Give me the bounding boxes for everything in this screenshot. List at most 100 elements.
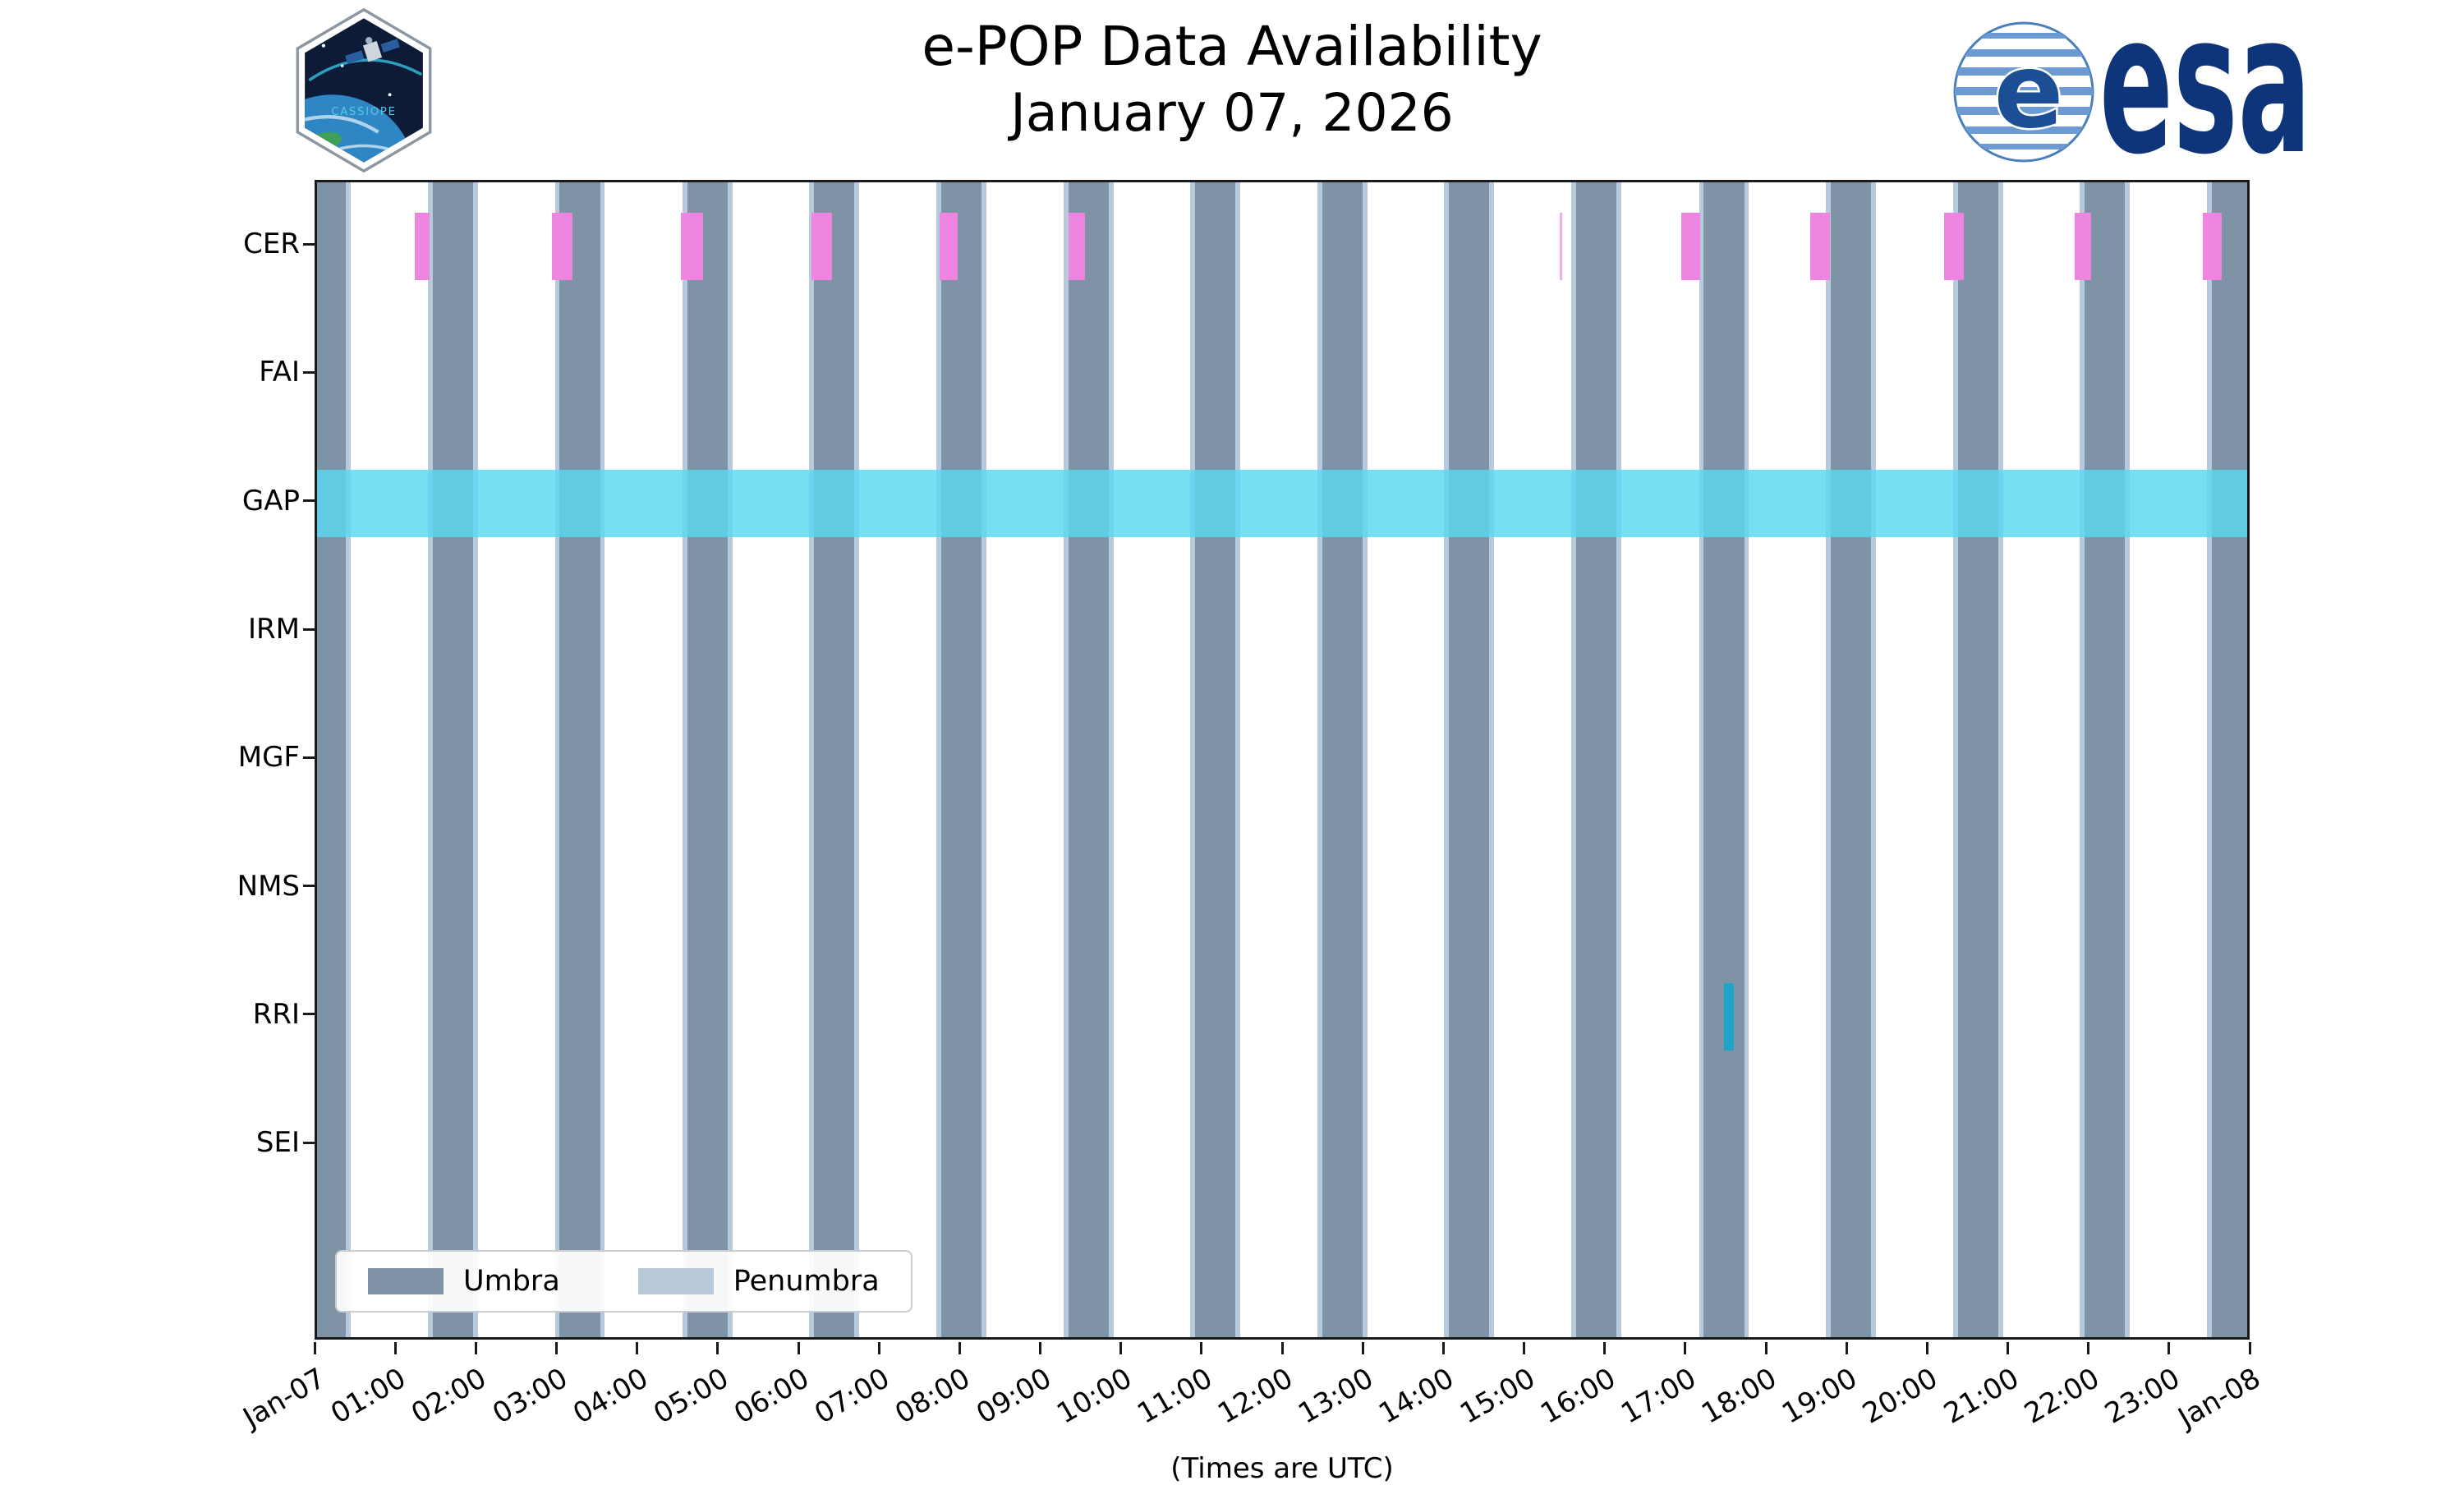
y-axis-labels: CER FAI GAP IRM MGF NMS RRI SEI (74, 180, 300, 1340)
x-tick-label: 21:00 (1938, 1362, 2025, 1431)
y-tick-label-mgf: MGF (237, 741, 300, 775)
cer-availability-bar (939, 213, 958, 281)
y-tick-label-gap: GAP (241, 484, 300, 517)
x-tick-label: 03:00 (486, 1362, 573, 1431)
x-tick-label: 20:00 (1857, 1362, 1944, 1431)
x-tick (1441, 1342, 1445, 1354)
esa-globe-e: e (1994, 32, 2064, 151)
x-tick (1280, 1342, 1284, 1354)
cer-availability-bar (1068, 213, 1085, 281)
umbra-band (1068, 182, 1109, 1337)
x-tick-label: 10:00 (1050, 1362, 1138, 1431)
x-tick (716, 1342, 719, 1354)
y-tick (303, 1013, 315, 1016)
x-tick-label: 02:00 (406, 1362, 493, 1431)
patch-satellite (345, 37, 400, 64)
x-tick-label: 06:00 (729, 1362, 815, 1431)
patch-cloud-arc (305, 115, 379, 134)
legend-item-penumbra: Penumbra (637, 1265, 880, 1298)
y-tick (303, 628, 315, 631)
y-tick (303, 370, 315, 374)
x-tick-label: 19:00 (1777, 1362, 1864, 1431)
umbra-band (1576, 182, 1617, 1337)
umbra-band (687, 182, 728, 1337)
legend-label-umbra: Umbra (463, 1265, 560, 1298)
cer-availability-bar (1810, 213, 1830, 281)
x-tick (1039, 1342, 1041, 1354)
cassiope-patch-graphic: CASSIOPE (296, 7, 432, 173)
x-tick-label: 12:00 (1212, 1362, 1299, 1431)
cer-availability-bar (680, 213, 704, 281)
umbra-band (559, 182, 600, 1337)
umbra-band (433, 182, 474, 1337)
y-tick (303, 242, 315, 246)
x-tick (1361, 1342, 1364, 1354)
x-tick (1925, 1342, 1928, 1354)
umbra-band (1703, 182, 1745, 1337)
x-tick (1845, 1342, 1848, 1354)
cassiope-logo: CASSIOPE (292, 7, 436, 176)
x-tick-label: 15:00 (1454, 1362, 1541, 1431)
x-tick-label: 09:00 (970, 1362, 1057, 1431)
x-tick (2167, 1342, 2171, 1354)
plot-area: Umbra Penumbra (315, 180, 2250, 1340)
x-tick-label: 14:00 (1373, 1362, 1460, 1431)
cer-availability-bar (2075, 213, 2091, 281)
y-tick (303, 1141, 315, 1144)
esa-globe-stripes: e (1955, 30, 2093, 154)
x-tick (2087, 1342, 2090, 1354)
umbra-band (940, 182, 981, 1337)
patch-orbit-swoosh (308, 58, 423, 82)
gap-availability-bar (317, 469, 2247, 537)
penumbra-swatch (637, 1268, 714, 1294)
cer-availability-bar (1680, 213, 1700, 281)
umbra-band (1830, 182, 1871, 1337)
x-tick (1119, 1342, 1123, 1354)
x-tick (877, 1342, 880, 1354)
x-tick-label: 13:00 (1293, 1362, 1380, 1431)
umbra-swatch (368, 1268, 444, 1294)
x-tick (1200, 1342, 1203, 1354)
esa-logo-graphic: e esa (1953, 0, 2311, 197)
cer-availability-bar (1559, 213, 1562, 281)
cer-availability-bar (2203, 213, 2222, 281)
x-tick-label: 22:00 (2018, 1362, 2105, 1431)
y-tick-label-nms: NMS (237, 869, 300, 903)
x-tick (1764, 1342, 1768, 1354)
x-tick-label: 08:00 (890, 1362, 977, 1431)
x-tick (1603, 1342, 1607, 1354)
y-tick-label-fai: FAI (259, 356, 300, 389)
x-tick-label: 16:00 (1534, 1362, 1621, 1431)
cer-availability-bar (811, 213, 833, 281)
x-tick (2007, 1342, 2009, 1354)
patch-earth (305, 94, 416, 163)
esa-logo: e esa (1953, 0, 2315, 197)
cer-availability-bar (1944, 213, 1964, 281)
y-tick-label-sei: SEI (255, 1126, 300, 1160)
umbra-band (1957, 182, 1998, 1337)
x-tick-label: 17:00 (1615, 1362, 1702, 1431)
x-tick-label: Jan-07 (237, 1362, 331, 1435)
y-tick (303, 756, 315, 759)
umbra-band (813, 182, 854, 1337)
umbra-band (2084, 182, 2125, 1337)
y-tick-label-irm: IRM (248, 613, 300, 646)
umbra-band (2211, 182, 2247, 1337)
x-tick (393, 1342, 397, 1354)
x-axis-label: (Times are UTC) (1170, 1452, 1394, 1485)
y-tick (303, 885, 315, 888)
x-tick-label: 01:00 (325, 1362, 412, 1431)
cassiope-patch-text: CASSIOPE (331, 106, 396, 118)
x-tick-label: 11:00 (1131, 1362, 1218, 1431)
chart-header: e-POP Data Availability January 07, 2026 (0, 13, 2464, 145)
x-tick-label: 18:00 (1696, 1362, 1782, 1431)
chart-date: January 07, 2026 (1010, 82, 1454, 143)
y-tick (303, 499, 315, 503)
rri-availability-bar (1724, 982, 1734, 1051)
umbra-band (317, 182, 347, 1337)
x-tick (636, 1342, 639, 1354)
umbra-band (1195, 182, 1236, 1337)
legend-label-penumbra: Penumbra (733, 1265, 880, 1298)
cer-availability-bar (414, 213, 430, 281)
x-tick-label: 04:00 (567, 1362, 654, 1431)
